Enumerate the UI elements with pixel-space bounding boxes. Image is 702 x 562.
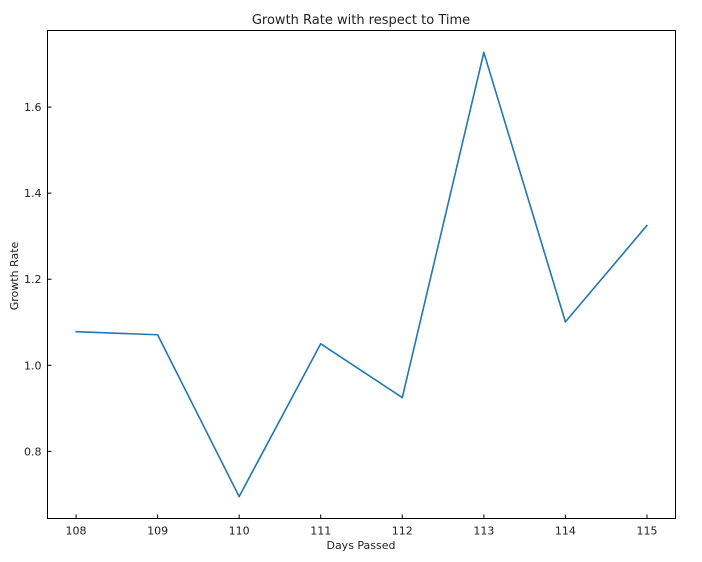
series-line — [76, 51, 648, 498]
x-tick-label: 114 — [555, 525, 576, 538]
y-tick-label: 1.4 — [24, 187, 42, 200]
x-tick-label: 111 — [310, 525, 331, 538]
data-point — [156, 333, 159, 336]
data-point — [319, 342, 322, 345]
plot-area-frame — [47, 30, 676, 519]
x-axis-ticks: 108 109 110 111 112 113 114 115 — [66, 514, 657, 538]
y-tick-label: 1.6 — [24, 101, 42, 114]
data-point — [564, 321, 567, 323]
data-point — [75, 330, 77, 333]
y-axis-ticks: 0.8 1.0 1.2 1.4 1.6 — [24, 101, 52, 458]
x-tick-label: 110 — [229, 525, 250, 538]
y-axis-label: Growth Rate — [8, 242, 21, 311]
data-point — [238, 495, 240, 498]
y-tick-label: 0.8 — [24, 445, 42, 458]
y-tick-label: 1.2 — [24, 273, 42, 286]
chart-title: Growth Rate with respect to Time — [252, 13, 470, 28]
x-tick-label: 115 — [636, 525, 657, 538]
data-point — [401, 396, 404, 399]
x-tick-label: 109 — [147, 525, 168, 538]
series-layer — [75, 51, 648, 498]
y-tick-label: 1.0 — [24, 359, 42, 372]
x-axis-label: Days Passed — [326, 539, 395, 552]
x-tick-label: 113 — [473, 525, 494, 538]
x-tick-label: 108 — [66, 525, 87, 538]
data-point — [646, 224, 648, 227]
data-point — [483, 51, 485, 54]
x-tick-label: 112 — [392, 525, 413, 538]
